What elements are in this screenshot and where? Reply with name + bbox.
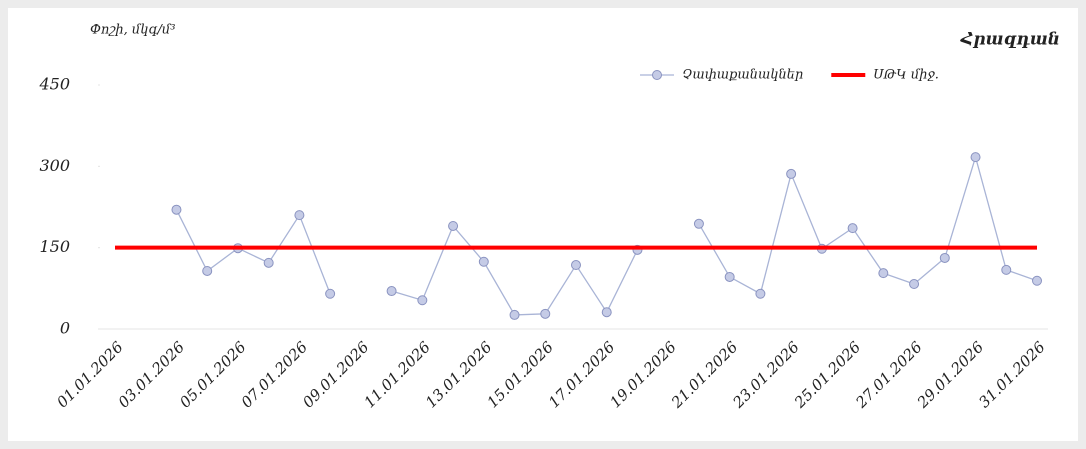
- legend-label: Չափաքանակներ: [682, 68, 803, 83]
- y-tick-label: 450: [38, 75, 70, 94]
- data-point: [448, 220, 459, 231]
- data-point: [540, 308, 551, 319]
- data-point: [693, 218, 704, 229]
- data-point: [970, 152, 981, 163]
- legend-marker: [652, 70, 662, 80]
- y-tick-label: 300: [39, 156, 70, 175]
- data-point: [417, 295, 428, 306]
- legend-label: ՍԹԿ միջ.: [873, 68, 939, 83]
- legend-item: ՍԹԿ միջ.: [831, 68, 939, 83]
- chart-title: Հրազդան: [960, 30, 1060, 50]
- data-point: [571, 260, 581, 271]
- data-point: [509, 309, 520, 320]
- data-point: [878, 268, 889, 279]
- data-point: [478, 256, 489, 267]
- data-point: [847, 223, 858, 234]
- data-point: [386, 286, 397, 297]
- data-point: [325, 288, 336, 299]
- y-tick-label: 0: [60, 319, 70, 338]
- data-point: [171, 204, 182, 215]
- data-point: [202, 265, 213, 276]
- data-point: [601, 307, 612, 318]
- data-point: [1032, 275, 1042, 286]
- chart-area: [8, 8, 1078, 441]
- data-point: [786, 168, 797, 179]
- data-point: [939, 252, 950, 263]
- legend-item: Չափաքանակներ: [640, 68, 803, 83]
- data-point: [294, 210, 305, 221]
- data-point: [263, 257, 274, 268]
- data-point: [909, 278, 920, 289]
- data-point: [724, 271, 735, 282]
- data-point: [755, 288, 766, 299]
- data-point: [1001, 264, 1012, 275]
- y-axis-label: Փոշի, մկգ/մ³: [90, 23, 175, 38]
- y-tick-label: 150: [39, 237, 70, 256]
